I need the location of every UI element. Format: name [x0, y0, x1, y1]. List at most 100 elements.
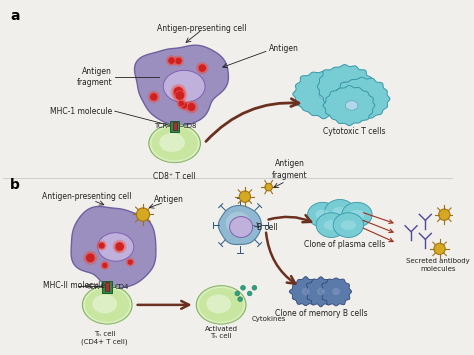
Circle shape	[185, 100, 198, 114]
Circle shape	[238, 297, 243, 301]
Ellipse shape	[357, 94, 371, 104]
Circle shape	[83, 251, 97, 265]
Ellipse shape	[332, 207, 347, 217]
Circle shape	[126, 258, 135, 267]
Circle shape	[173, 88, 187, 103]
Circle shape	[178, 100, 184, 107]
Ellipse shape	[301, 288, 310, 295]
Text: Antigen: Antigen	[269, 44, 299, 53]
Circle shape	[127, 259, 133, 265]
Text: Cytokines: Cytokines	[252, 316, 286, 322]
Bar	[105, 282, 109, 291]
Ellipse shape	[92, 294, 117, 313]
Polygon shape	[320, 278, 352, 306]
Ellipse shape	[333, 213, 364, 237]
Circle shape	[102, 262, 108, 268]
Ellipse shape	[226, 212, 251, 235]
Circle shape	[173, 55, 184, 66]
Circle shape	[168, 57, 175, 64]
Ellipse shape	[340, 81, 354, 92]
Circle shape	[171, 84, 186, 99]
Ellipse shape	[229, 217, 253, 237]
Text: MHC-II molecule: MHC-II molecule	[43, 282, 105, 290]
Ellipse shape	[163, 70, 205, 103]
Text: Clone of plasma cells: Clone of plasma cells	[304, 240, 385, 249]
Bar	[170, 121, 179, 132]
Ellipse shape	[159, 133, 185, 152]
Ellipse shape	[325, 200, 355, 224]
Text: Cytotoxic T cells: Cytotoxic T cells	[323, 127, 385, 136]
Circle shape	[114, 243, 123, 252]
Circle shape	[115, 242, 124, 251]
Ellipse shape	[308, 202, 338, 227]
Circle shape	[97, 240, 107, 251]
Circle shape	[100, 261, 109, 270]
Polygon shape	[323, 86, 375, 126]
Ellipse shape	[315, 210, 330, 220]
Polygon shape	[318, 65, 374, 109]
Text: Antigen
fragment: Antigen fragment	[76, 67, 112, 87]
Circle shape	[98, 242, 105, 249]
Text: MHC-1 molecule: MHC-1 molecule	[50, 106, 112, 116]
Ellipse shape	[317, 288, 325, 295]
Ellipse shape	[341, 220, 356, 230]
Text: Antigen
fragment: Antigen fragment	[272, 159, 307, 180]
Ellipse shape	[324, 220, 339, 230]
Circle shape	[196, 62, 209, 74]
Circle shape	[438, 209, 450, 220]
Text: Secreted antibody
molecules: Secreted antibody molecules	[406, 258, 470, 272]
Text: a: a	[10, 9, 20, 23]
Text: b: b	[10, 178, 20, 192]
Text: Antigen-presenting cell: Antigen-presenting cell	[42, 192, 131, 201]
Polygon shape	[71, 207, 156, 288]
Polygon shape	[293, 71, 353, 119]
Circle shape	[198, 64, 206, 72]
Ellipse shape	[342, 202, 372, 227]
Circle shape	[148, 91, 160, 103]
Circle shape	[247, 291, 252, 296]
Ellipse shape	[319, 88, 334, 100]
Ellipse shape	[346, 101, 358, 110]
Circle shape	[175, 91, 184, 100]
Polygon shape	[219, 206, 261, 245]
Text: B cell: B cell	[257, 223, 278, 231]
Polygon shape	[306, 277, 336, 307]
Circle shape	[241, 285, 246, 290]
Circle shape	[175, 57, 182, 65]
Polygon shape	[289, 277, 320, 306]
Ellipse shape	[316, 213, 346, 237]
Text: TCR: TCR	[154, 123, 167, 129]
Polygon shape	[334, 77, 390, 121]
Bar	[173, 122, 176, 130]
Ellipse shape	[149, 125, 201, 163]
Circle shape	[434, 243, 445, 255]
Ellipse shape	[82, 286, 132, 324]
Text: Antigen-presenting cell: Antigen-presenting cell	[157, 24, 247, 33]
Circle shape	[166, 55, 177, 66]
Circle shape	[181, 102, 188, 109]
Circle shape	[235, 291, 240, 296]
Ellipse shape	[98, 233, 134, 261]
Circle shape	[150, 93, 158, 101]
Ellipse shape	[332, 288, 340, 295]
Circle shape	[252, 285, 257, 290]
Text: Antigen: Antigen	[154, 195, 184, 204]
Ellipse shape	[349, 210, 365, 220]
Text: CD8⁺ T cell: CD8⁺ T cell	[153, 172, 196, 181]
Circle shape	[187, 103, 196, 111]
Circle shape	[86, 253, 95, 263]
Text: Activated
Tₕ cell: Activated Tₕ cell	[205, 326, 237, 339]
Text: Clone of memory B cells: Clone of memory B cells	[274, 308, 367, 318]
Ellipse shape	[197, 286, 246, 324]
Bar	[102, 281, 112, 293]
Circle shape	[173, 87, 183, 97]
Circle shape	[137, 208, 150, 221]
Text: Tₕ cell
(CD4+ T cell): Tₕ cell (CD4+ T cell)	[81, 332, 128, 345]
Ellipse shape	[206, 294, 231, 313]
Text: CD8: CD8	[182, 123, 197, 129]
Circle shape	[239, 191, 251, 202]
Circle shape	[176, 99, 186, 108]
Circle shape	[179, 100, 190, 111]
Circle shape	[265, 183, 273, 191]
Circle shape	[116, 245, 122, 251]
